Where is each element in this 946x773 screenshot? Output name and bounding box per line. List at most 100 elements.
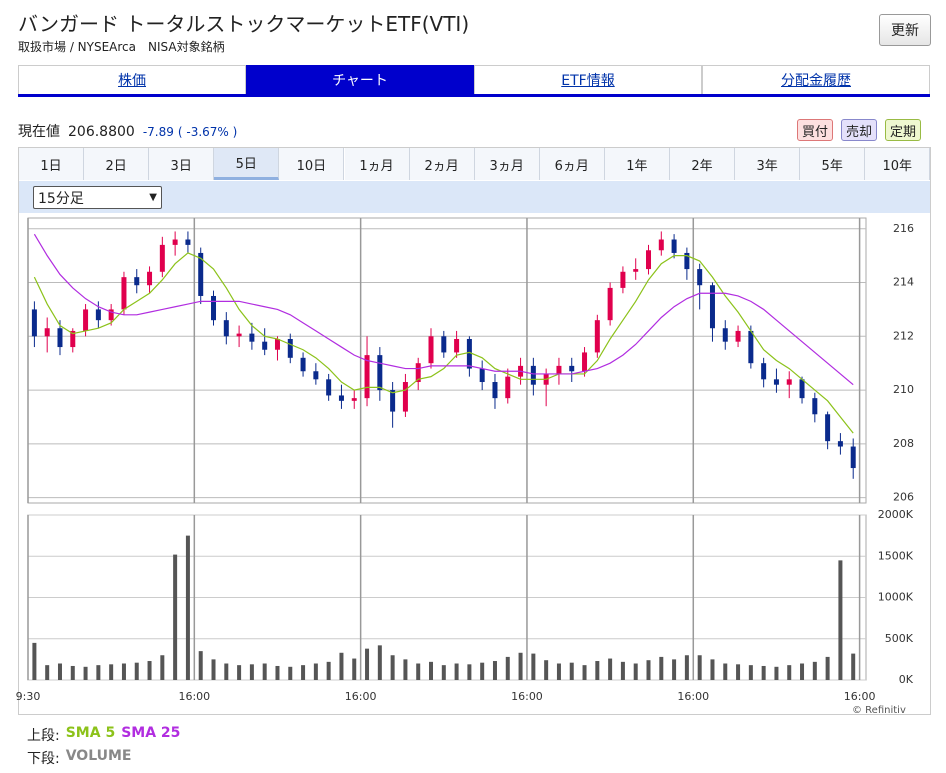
market-info: 取扱市場 / NYSEArca NISA対象銘柄 [18, 40, 225, 54]
period-tab[interactable]: 3日 [149, 148, 215, 180]
y-tick-label: 206 [893, 491, 914, 504]
period-tab[interactable]: 3ヵ月 [474, 148, 540, 180]
volume-bar [83, 666, 88, 680]
volume-bar [160, 655, 165, 680]
refresh-button[interactable]: 更新 [879, 14, 931, 46]
candle-body [825, 414, 831, 442]
x-tick-label: 16:00 [345, 690, 377, 703]
volume-bar [32, 642, 37, 680]
volume-bar [147, 661, 152, 680]
candle-body [108, 309, 114, 321]
volume-bar [198, 651, 203, 680]
quote-change: -7.89 [142, 125, 174, 139]
candle-body [326, 379, 332, 396]
candle-body [428, 336, 434, 364]
volume-bar [275, 665, 280, 680]
candle-body [671, 239, 677, 253]
volume-bar [582, 665, 587, 680]
candle-body [338, 395, 344, 401]
y-tick-label: 208 [893, 437, 914, 450]
candle-body [505, 376, 511, 399]
volume-bar [403, 659, 408, 680]
candle-body [364, 355, 370, 399]
volume-bar [185, 535, 190, 680]
volume-bar [659, 656, 664, 680]
period-tab[interactable]: 5日 [214, 148, 280, 180]
action-button[interactable]: 買付 [797, 119, 834, 141]
volume-bar [736, 664, 741, 680]
y-tick-label: 216 [893, 222, 914, 235]
candle-body [454, 338, 460, 353]
period-tab[interactable]: 3年 [735, 148, 801, 180]
y-tick-label: 1500K [878, 549, 914, 562]
candle-body [57, 328, 63, 348]
candle-body [607, 287, 613, 321]
nav-tab[interactable]: 分配金履歴 [702, 65, 930, 94]
volume-bar [748, 665, 753, 680]
period-tab[interactable]: 2ヵ月 [409, 148, 475, 180]
candle-body [748, 330, 754, 364]
candle-body [684, 252, 690, 270]
candle-body [223, 320, 229, 337]
y-tick-label: 1000K [878, 591, 914, 604]
sma-line [33, 252, 854, 434]
nav-tab[interactable]: 株価 [18, 65, 246, 94]
volume-bar [787, 665, 792, 680]
period-tab[interactable]: 5年 [800, 148, 866, 180]
volume-bar [723, 663, 728, 680]
candle-body [735, 330, 741, 342]
period-tab[interactable]: 1ヵ月 [344, 148, 410, 180]
volume-bar [697, 655, 702, 680]
candle-body [70, 330, 76, 348]
candle-body [530, 365, 536, 385]
volume-bar [531, 653, 536, 680]
y-tick-label: 500K [885, 632, 914, 645]
legend-label: 下段: [27, 751, 60, 767]
candle-body [211, 295, 217, 321]
candle-body [351, 398, 357, 401]
candle-body [185, 239, 191, 245]
period-tab[interactable]: 10日 [279, 148, 345, 180]
period-tab[interactable]: 2年 [670, 148, 735, 180]
legend-entry: VOLUME [65, 748, 132, 764]
interval-select[interactable]: 15分足 ▼ [33, 186, 162, 209]
candle-body [236, 333, 242, 337]
candle-body [709, 285, 715, 329]
period-tab[interactable]: 10年 [865, 148, 931, 180]
chart-frame [18, 147, 931, 715]
volume-bar [249, 664, 254, 680]
volume-bar [109, 664, 114, 680]
volume-bar [429, 661, 434, 680]
y-tick-label: 212 [893, 329, 914, 342]
quote-row: 現在値 206.8800 -7.89 ( -3.67% ) [18, 121, 237, 141]
period-tab[interactable]: 1日 [19, 148, 84, 180]
volume-bar [812, 661, 817, 680]
candle-body [377, 355, 383, 391]
action-button[interactable]: 売却 [841, 119, 878, 141]
legend-entry: SMA 5 [65, 725, 116, 741]
volume-bar [313, 663, 318, 680]
volume-bar [365, 648, 370, 680]
y-tick-label: 214 [893, 276, 914, 289]
period-tab[interactable]: 2日 [84, 148, 150, 180]
nav-tab[interactable]: チャート [246, 65, 474, 94]
quote-label: 現在値 [18, 124, 60, 140]
nav-tab[interactable]: ETF情報 [474, 65, 702, 94]
volume-bar [800, 663, 805, 680]
volume-bar [454, 663, 459, 680]
y-tick-label: 210 [893, 383, 914, 396]
action-button[interactable]: 定期 [885, 119, 922, 141]
candle-body [658, 239, 664, 251]
volume-bar [441, 665, 446, 680]
candle-body [249, 333, 255, 342]
volume-bar [620, 661, 625, 680]
volume-bar [595, 661, 600, 680]
volume-bar [339, 652, 344, 680]
volume-bar [352, 658, 357, 680]
volume-bar [377, 645, 382, 680]
period-tab[interactable]: 1年 [604, 148, 670, 180]
volume-bar [70, 665, 75, 680]
period-tab[interactable]: 6ヵ月 [539, 148, 605, 180]
candle-body [198, 252, 204, 296]
